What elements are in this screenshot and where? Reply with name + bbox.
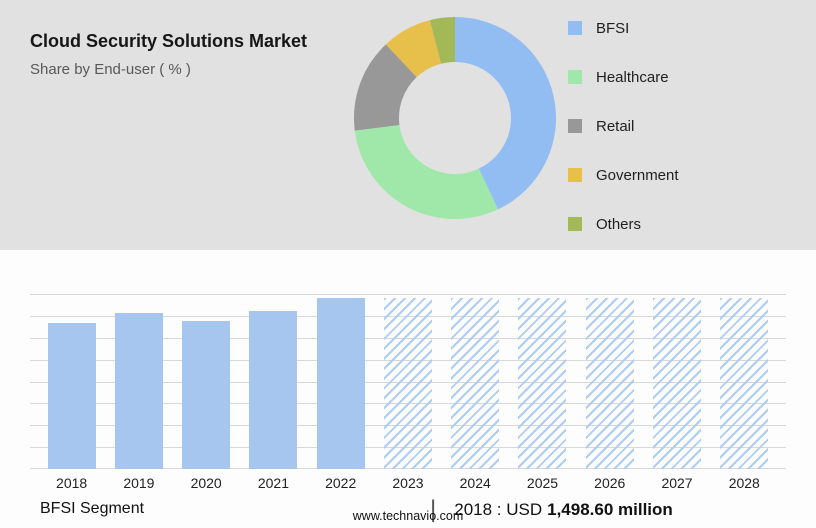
x-tick-2026: 2026 bbox=[594, 475, 626, 491]
legend-swatch-icon bbox=[568, 217, 582, 231]
x-tick-2019: 2019 bbox=[123, 475, 155, 491]
top-panel: Cloud Security Solutions Market Share by… bbox=[0, 0, 816, 250]
header-block: Cloud Security Solutions Market Share by… bbox=[30, 30, 340, 78]
bar-slot-2022 bbox=[307, 294, 374, 469]
legend-swatch-icon bbox=[568, 168, 582, 182]
x-tick-2023: 2023 bbox=[392, 475, 424, 491]
bar-slot-2024 bbox=[442, 294, 509, 469]
value-prefix: 2018 : USD bbox=[454, 500, 543, 519]
x-tick-2020: 2020 bbox=[190, 475, 222, 491]
legend-swatch-icon bbox=[568, 119, 582, 133]
donut-slice-others bbox=[429, 17, 455, 64]
caption-row: BFSI Segment | 2018 : USD 1,498.60 millio… bbox=[0, 497, 816, 525]
bar-slot-2026 bbox=[576, 294, 643, 469]
donut-slice-government bbox=[385, 20, 442, 78]
gridline bbox=[30, 294, 786, 295]
value-annotation: | 2018 : USD 1,498.60 million bbox=[430, 497, 673, 523]
forecast-bar-2027 bbox=[653, 298, 702, 469]
legend-label: BFSI bbox=[596, 19, 630, 37]
bar-2020 bbox=[182, 321, 231, 469]
legend-label: Others bbox=[596, 215, 642, 233]
bar-2018 bbox=[47, 323, 96, 469]
caption-separator: | bbox=[430, 496, 437, 523]
donut-slice-healthcare bbox=[354, 125, 498, 219]
bar-slot-2027 bbox=[643, 294, 710, 469]
bar-2019 bbox=[114, 313, 163, 469]
legend-item-government: Government bbox=[568, 165, 679, 185]
donut-slice-bfsi bbox=[455, 17, 557, 210]
bar-slot-2020 bbox=[173, 294, 240, 469]
page-title: Cloud Security Solutions Market bbox=[30, 31, 308, 51]
bar-chart-panel: 2018 2019 2020 2021 2022 2023 2024 2025 2026 2027… bbox=[0, 250, 816, 528]
page-subtitle: Share by End-user ( % ) bbox=[30, 60, 191, 78]
x-tick-2018: 2018 bbox=[56, 475, 88, 491]
forecast-bar-2024 bbox=[451, 298, 500, 469]
bar-2022 bbox=[316, 298, 365, 469]
bar-2021 bbox=[249, 311, 298, 469]
legend-label: Government bbox=[596, 166, 679, 184]
forecast-bar-2023 bbox=[383, 298, 432, 469]
donut-legend: BFSI Healthcare Retail Government Others bbox=[568, 18, 679, 263]
bar-chart-plot bbox=[30, 294, 786, 469]
donut-chart bbox=[350, 13, 560, 223]
legend-item-bfsi: BFSI bbox=[568, 18, 679, 38]
legend-swatch-icon bbox=[568, 70, 582, 84]
forecast-bar-2025 bbox=[518, 298, 567, 469]
bar-slot-2021 bbox=[240, 294, 307, 469]
legend-swatch-icon bbox=[568, 21, 582, 35]
segment-label: BFSI Segment bbox=[40, 500, 145, 517]
website-url: www.technavio.com bbox=[352, 509, 464, 523]
forecast-bar-2026 bbox=[585, 298, 634, 469]
forecast-bar-2028 bbox=[720, 298, 769, 469]
x-axis-labels: 2018 2019 2020 2021 2022 2023 2024 2025 2026 2027… bbox=[30, 469, 786, 491]
x-tick-2028: 2028 bbox=[728, 475, 760, 491]
legend-label: Retail bbox=[596, 117, 635, 135]
x-tick-2022: 2022 bbox=[325, 475, 357, 491]
donut-slice-retail bbox=[354, 44, 417, 131]
bar-slot-2025 bbox=[509, 294, 576, 469]
legend-item-healthcare: Healthcare bbox=[568, 67, 679, 87]
value-text: 2018 : USD 1,498.60 million bbox=[454, 500, 673, 520]
x-tick-2021: 2021 bbox=[257, 475, 289, 491]
x-tick-2024: 2024 bbox=[459, 475, 491, 491]
legend-item-others: Others bbox=[568, 214, 679, 234]
bar-slot-2023 bbox=[374, 294, 441, 469]
legend-item-retail: Retail bbox=[568, 116, 679, 136]
x-tick-2027: 2027 bbox=[661, 475, 693, 491]
x-tick-2025: 2025 bbox=[526, 475, 559, 491]
bar-slot-2019 bbox=[105, 294, 172, 469]
bars bbox=[30, 294, 786, 469]
bar-slot-2028 bbox=[711, 294, 778, 469]
bar-slot-2018 bbox=[38, 294, 105, 469]
donut-chart-svg bbox=[354, 17, 557, 219]
legend-label: Healthcare bbox=[596, 68, 669, 86]
value-amount: 1,498.60 million bbox=[547, 500, 673, 519]
